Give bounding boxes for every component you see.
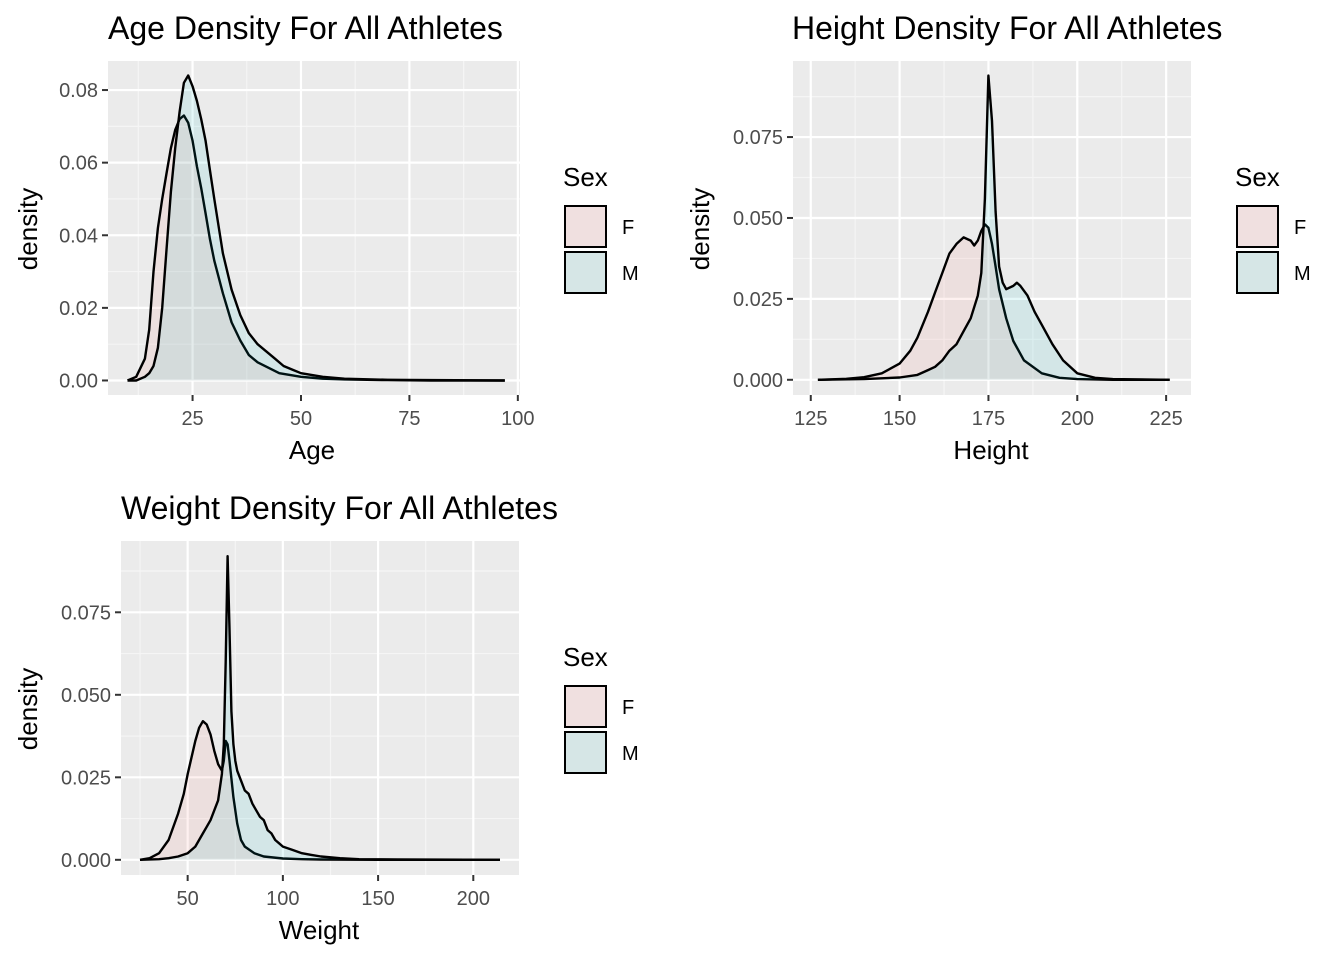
plot-area: 25 50 75 100 0.00 0.02 0.04 0.06 0.08 xyxy=(59,61,535,430)
y-tick-label: 0.06 xyxy=(59,153,98,175)
y-axis-title: density xyxy=(13,188,43,270)
legend-key-f xyxy=(564,205,607,248)
legend-label-m: M xyxy=(622,263,639,285)
y-tick-label: 0.050 xyxy=(61,685,111,707)
x-tick-label: 50 xyxy=(177,888,199,910)
y-tick-label: 0.025 xyxy=(733,289,783,311)
legend-title: Sex xyxy=(1235,162,1280,192)
legend-label-m: M xyxy=(622,743,639,765)
chart-title: Weight Density For All Athletes xyxy=(121,490,558,526)
x-tick-label: 200 xyxy=(1061,408,1094,430)
age-density-panel: Age Density For All Athletes 25 50 75 100 0.… xyxy=(13,10,639,465)
height-density-panel: Height Density For All Athletes 125 150 17… xyxy=(685,10,1311,465)
x-tick-label: 50 xyxy=(290,408,312,430)
legend-label-f: F xyxy=(1294,217,1306,239)
x-tick-label: 75 xyxy=(398,408,420,430)
density-area-m xyxy=(140,556,500,860)
y-axis-title: density xyxy=(13,668,43,750)
y-tick-label: 0.000 xyxy=(61,850,111,872)
legend-label-m: M xyxy=(1294,263,1311,285)
y-tick-label: 0.075 xyxy=(733,127,783,149)
y-tick-label: 0.04 xyxy=(59,225,98,247)
y-tick-label: 0.000 xyxy=(733,370,783,392)
density-line-m xyxy=(817,74,1170,381)
legend-title: Sex xyxy=(563,162,608,192)
density-area-m xyxy=(127,75,505,381)
x-tick-label: 25 xyxy=(181,408,203,430)
legend-key-f xyxy=(564,685,607,728)
panel-background xyxy=(108,61,520,395)
legend-key-m xyxy=(564,251,607,294)
y-tick-label: 0.08 xyxy=(59,80,98,102)
weight-density-panel: Weight Density For All Athletes 50 100 150… xyxy=(13,490,639,945)
x-tick-label: 175 xyxy=(972,408,1005,430)
legend-key-m xyxy=(1236,251,1279,294)
legend: Sex F M xyxy=(1235,162,1311,294)
legend-title: Sex xyxy=(563,642,608,672)
x-tick-label: 200 xyxy=(457,888,490,910)
density-line-f xyxy=(817,223,1170,381)
legend-key-f xyxy=(1236,205,1279,248)
y-tick-label: 0.02 xyxy=(59,298,98,320)
x-axis-title: Height xyxy=(953,435,1029,465)
legend: Sex F M xyxy=(563,642,639,774)
x-tick-label: 100 xyxy=(501,408,534,430)
plot-area: 50 100 150 200 0.000 0.025 0.050 0.075 xyxy=(61,541,519,910)
legend-label-f: F xyxy=(622,217,634,239)
chart-title: Height Density For All Athletes xyxy=(792,10,1222,46)
x-tick-label: 225 xyxy=(1149,408,1182,430)
density-line-m xyxy=(139,555,501,861)
density-area-f xyxy=(140,721,500,860)
y-tick-label: 0.00 xyxy=(59,370,98,392)
y-tick-label: 0.025 xyxy=(61,767,111,789)
density-line-m xyxy=(127,74,505,382)
x-axis-title: Age xyxy=(289,435,335,465)
plot-area: 125 150 175 200 225 0.000 0.025 0.050 0.075 xyxy=(733,61,1191,430)
density-area-f xyxy=(817,224,1170,380)
x-axis-title: Weight xyxy=(279,915,360,945)
y-tick-label: 0.050 xyxy=(733,208,783,230)
density-area-m xyxy=(817,75,1170,380)
x-tick-label: 150 xyxy=(361,888,394,910)
legend: Sex F M xyxy=(563,162,639,294)
legend-label-f: F xyxy=(622,697,634,719)
x-tick-label: 150 xyxy=(883,408,916,430)
density-area-f xyxy=(127,115,505,381)
y-axis-title: density xyxy=(685,188,715,270)
chart-title: Age Density For All Athletes xyxy=(108,10,503,46)
legend-key-m xyxy=(564,731,607,774)
density-line-f xyxy=(127,114,505,382)
x-tick-label: 125 xyxy=(794,408,827,430)
x-tick-label: 100 xyxy=(266,888,299,910)
y-tick-label: 0.075 xyxy=(61,602,111,624)
